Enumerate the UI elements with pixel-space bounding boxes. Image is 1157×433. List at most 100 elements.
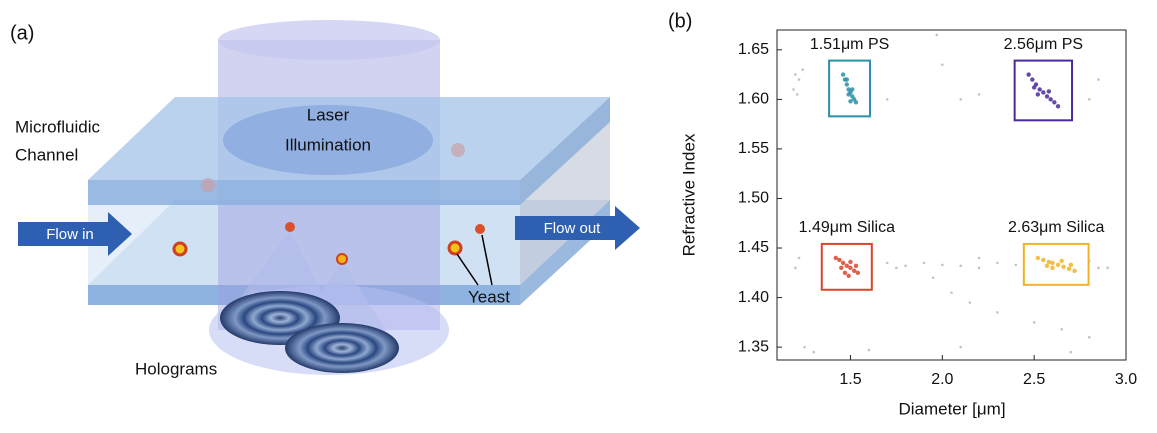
scatter-point xyxy=(1014,264,1017,267)
x-tick-label: 3.0 xyxy=(1115,371,1137,388)
panel-label: (b) xyxy=(668,10,692,32)
scatter-point xyxy=(1056,263,1060,267)
scatter-point xyxy=(841,72,845,76)
channel-label: Channel xyxy=(15,145,78,164)
scatter-point xyxy=(841,261,845,265)
channel-label: Microfluidic xyxy=(15,117,101,136)
scatter-point xyxy=(839,266,843,270)
scatter-point xyxy=(932,276,935,279)
scatter-point xyxy=(1048,97,1052,101)
y-tick-label: 1.35 xyxy=(738,338,769,355)
scatter-point xyxy=(798,78,801,81)
scatter-point xyxy=(1106,267,1109,270)
scatter-point xyxy=(1069,263,1073,267)
scatter-point xyxy=(1052,100,1056,104)
scatter-point xyxy=(1060,328,1063,331)
figure: (a) Microfluidic Channel Laser Illuminat… xyxy=(0,0,1157,428)
y-axis-label: Refractive Index xyxy=(679,133,698,256)
panel-b: (b) Diameter [μm] Refractive Index 1.5 2.… xyxy=(668,10,1137,418)
scatter-point xyxy=(923,262,926,265)
flow-out-label: Flow out xyxy=(544,220,602,237)
scatter-point xyxy=(959,98,962,101)
scatter-point xyxy=(846,92,850,96)
scatter-point xyxy=(1036,256,1040,260)
particle xyxy=(285,222,295,232)
scatter-point xyxy=(846,274,850,278)
particle xyxy=(475,224,485,234)
particle xyxy=(451,143,465,157)
scatter-point xyxy=(794,73,797,76)
scatter-point xyxy=(1045,264,1049,268)
scatter-point xyxy=(848,266,852,270)
scatter-point xyxy=(1037,87,1041,91)
scatter-point xyxy=(854,100,858,104)
y-tick-label: 1.60 xyxy=(738,91,769,108)
scatter-point xyxy=(959,346,962,349)
scatter-point xyxy=(798,257,801,260)
scatter-point xyxy=(996,311,999,314)
particle xyxy=(449,242,461,254)
particle xyxy=(174,243,186,255)
scatter-point xyxy=(996,262,999,265)
scatter-point xyxy=(1047,89,1051,93)
scatter-point xyxy=(1041,258,1045,262)
scatter-point xyxy=(978,267,981,270)
scatter-point xyxy=(1050,261,1054,265)
scatter-point xyxy=(895,267,898,270)
x-tick-label: 2.0 xyxy=(931,371,953,388)
yeast-label: Yeast xyxy=(468,287,510,306)
scatter-point xyxy=(978,257,981,260)
scatter-point xyxy=(1060,259,1064,263)
scatter-point xyxy=(1070,351,1073,354)
scatter-point xyxy=(950,291,953,294)
hologram xyxy=(285,323,399,373)
cluster-label: 2.56μm PS xyxy=(1004,36,1083,53)
cluster-label: 1.49μm Silica xyxy=(799,219,895,236)
scatter-point xyxy=(812,351,815,354)
scatter-point xyxy=(803,346,806,349)
scatter-point xyxy=(959,265,962,268)
laser-label: Laser xyxy=(307,105,350,124)
laser-top xyxy=(218,20,440,60)
laser-label: Illumination xyxy=(285,135,371,154)
x-tick-label: 1.5 xyxy=(839,371,861,388)
scatter-point xyxy=(1088,98,1091,101)
y-tick-label: 1.50 xyxy=(738,190,769,207)
scatter-point xyxy=(1030,77,1034,81)
scatter-point xyxy=(848,260,852,264)
particle xyxy=(201,178,215,192)
y-tick-label: 1.55 xyxy=(738,140,769,157)
particle xyxy=(337,254,347,264)
scatter-point xyxy=(904,265,907,268)
scatter-point xyxy=(848,99,852,103)
x-tick-label: 2.5 xyxy=(1023,371,1045,388)
scatter-point xyxy=(856,271,860,275)
scatter-point xyxy=(845,82,849,86)
cluster-label: 2.63μm Silica xyxy=(1008,219,1104,236)
scatter-point xyxy=(886,98,889,101)
scatter-point xyxy=(845,77,849,81)
scatter-point xyxy=(1067,267,1071,271)
scatter-point xyxy=(868,349,871,352)
scatter-point xyxy=(941,63,944,66)
scatter-point xyxy=(794,267,797,270)
scatter-point xyxy=(969,301,972,304)
scatter-point xyxy=(1036,92,1040,96)
scatter-point xyxy=(1047,260,1051,264)
scatter-point xyxy=(1033,321,1036,324)
scatter-point xyxy=(978,93,981,96)
scatter-point xyxy=(843,271,847,275)
x-axis-label: Diameter [μm] xyxy=(898,399,1005,418)
panel-label: (a) xyxy=(10,22,34,44)
holograms-label: Holograms xyxy=(135,359,217,378)
scatter-point xyxy=(1045,94,1049,98)
scatter-point xyxy=(1026,72,1030,76)
flow-in-label: Flow in xyxy=(46,226,94,243)
scatter-point xyxy=(1050,266,1054,270)
scatter-point xyxy=(801,68,804,71)
scatter-point xyxy=(1072,269,1076,273)
scatter-point xyxy=(792,88,795,91)
cluster-label: 1.51μm PS xyxy=(810,36,889,53)
channel-top-front xyxy=(88,180,520,205)
scatter-point xyxy=(837,258,841,262)
